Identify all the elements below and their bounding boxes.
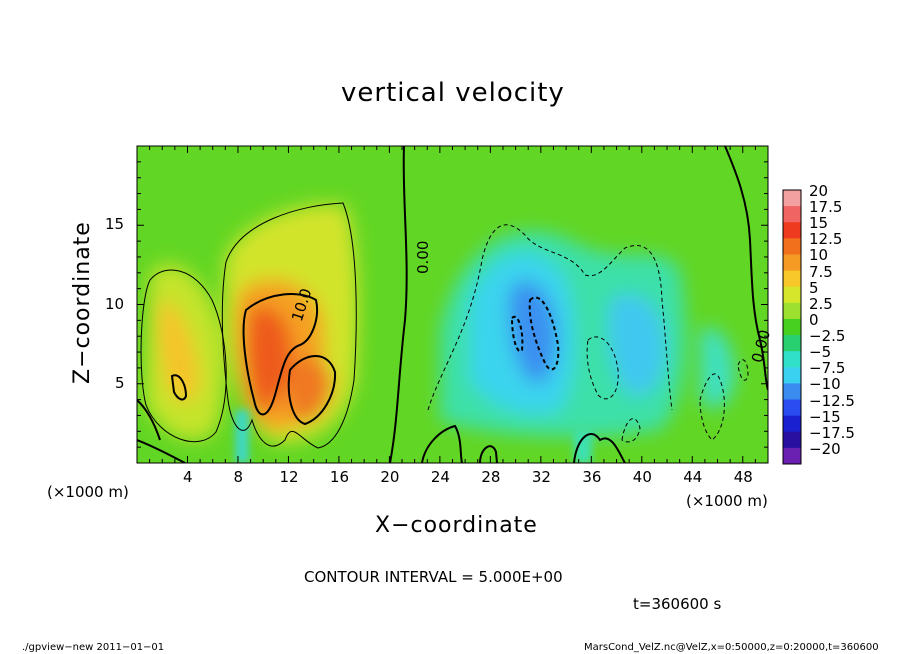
- chart-title: vertical velocity: [341, 78, 565, 108]
- y-tick-label: 5: [115, 373, 125, 392]
- x-tick-label: 28: [481, 468, 501, 486]
- colorbar-swatch: [783, 302, 801, 320]
- colorbar-swatch: [783, 415, 801, 433]
- x-unit-label: (×1000 m): [686, 492, 768, 510]
- x-tick-label: 12: [279, 468, 299, 486]
- colorbar-label: 5: [809, 278, 819, 297]
- colorbar-label: 7.5: [809, 262, 833, 281]
- colorbar-label: −10: [809, 375, 841, 394]
- colorbar-label: 17.5: [809, 198, 843, 217]
- y-ticks: [137, 161, 768, 448]
- x-tick-label: 4: [182, 468, 193, 486]
- y-tick-label: 15: [105, 215, 125, 234]
- colorbar-swatch: [783, 206, 801, 223]
- colorbar-label: −20: [809, 439, 841, 458]
- colorbar-swatch: [783, 335, 801, 352]
- x-tick-label: 8: [233, 468, 243, 486]
- colorbar-label: 10: [809, 246, 829, 265]
- colorbar-label: 15: [809, 214, 829, 233]
- x-axis-title: X−coordinate: [375, 513, 538, 538]
- x-tick-label: 24: [430, 468, 450, 486]
- x-tick-label: 44: [683, 468, 703, 486]
- colorbar-label: 2.5: [809, 294, 833, 313]
- colorbar-swatch: [783, 270, 801, 288]
- footer-right: MarsCond_VelZ.nc@VelZ,x=0:50000,z=0:2000…: [584, 642, 879, 653]
- contour-interval: CONTOUR INTERVAL = 5.000E+00: [304, 568, 563, 586]
- colorbar-swatch: [783, 447, 801, 465]
- colorbar: [782, 189, 802, 465]
- time-label: t=360600 s: [633, 595, 722, 613]
- footer-left: ./gpview−new 2011−01−01: [22, 642, 165, 653]
- x-tick-label: 40: [632, 468, 652, 486]
- colorbar-label: −12.5: [809, 391, 855, 410]
- colorbar-label: −15: [809, 407, 841, 426]
- colorbar-swatch: [783, 286, 801, 304]
- colorbar-swatch: [783, 222, 801, 239]
- contour-lines: [137, 146, 768, 463]
- colorbar-label: −2.5: [809, 327, 846, 346]
- colorbar-swatch: [783, 399, 801, 417]
- colorbar-label: −5: [809, 343, 832, 362]
- colorbar-swatch: [783, 351, 801, 368]
- x-tick-label: 36: [582, 468, 602, 486]
- z-unit-label: (×1000 m): [47, 483, 129, 501]
- colorbar-swatch: [783, 383, 801, 401]
- colorbar-label: −7.5: [809, 359, 846, 378]
- y-axis-title: Z−coordinate: [70, 221, 95, 384]
- colorbar-swatch: [783, 431, 801, 449]
- colorbar-label: −17.5: [809, 423, 855, 442]
- colorbar-swatch: [783, 367, 801, 384]
- colorbar-swatch: [783, 254, 801, 272]
- velocity-field: [137, 146, 768, 463]
- colorbar-label: 12.5: [809, 230, 843, 249]
- x-tick-label: 32: [531, 468, 551, 486]
- contour-label-zero-left: 0.00: [414, 240, 432, 274]
- colorbar-frame: [782, 189, 802, 465]
- colorbar-swatch: [783, 238, 801, 255]
- colorbar-swatch: [783, 190, 801, 207]
- colorbar-label: 20: [809, 182, 829, 200]
- x-tick-label: 20: [380, 468, 400, 486]
- x-tick-label: 48: [733, 468, 753, 486]
- colorbar-swatch: [783, 318, 801, 336]
- colorbar-label: 0: [809, 310, 819, 329]
- x-ticks: [149, 146, 756, 463]
- x-tick-label: 16: [329, 468, 349, 486]
- y-tick-label: 10: [105, 294, 125, 313]
